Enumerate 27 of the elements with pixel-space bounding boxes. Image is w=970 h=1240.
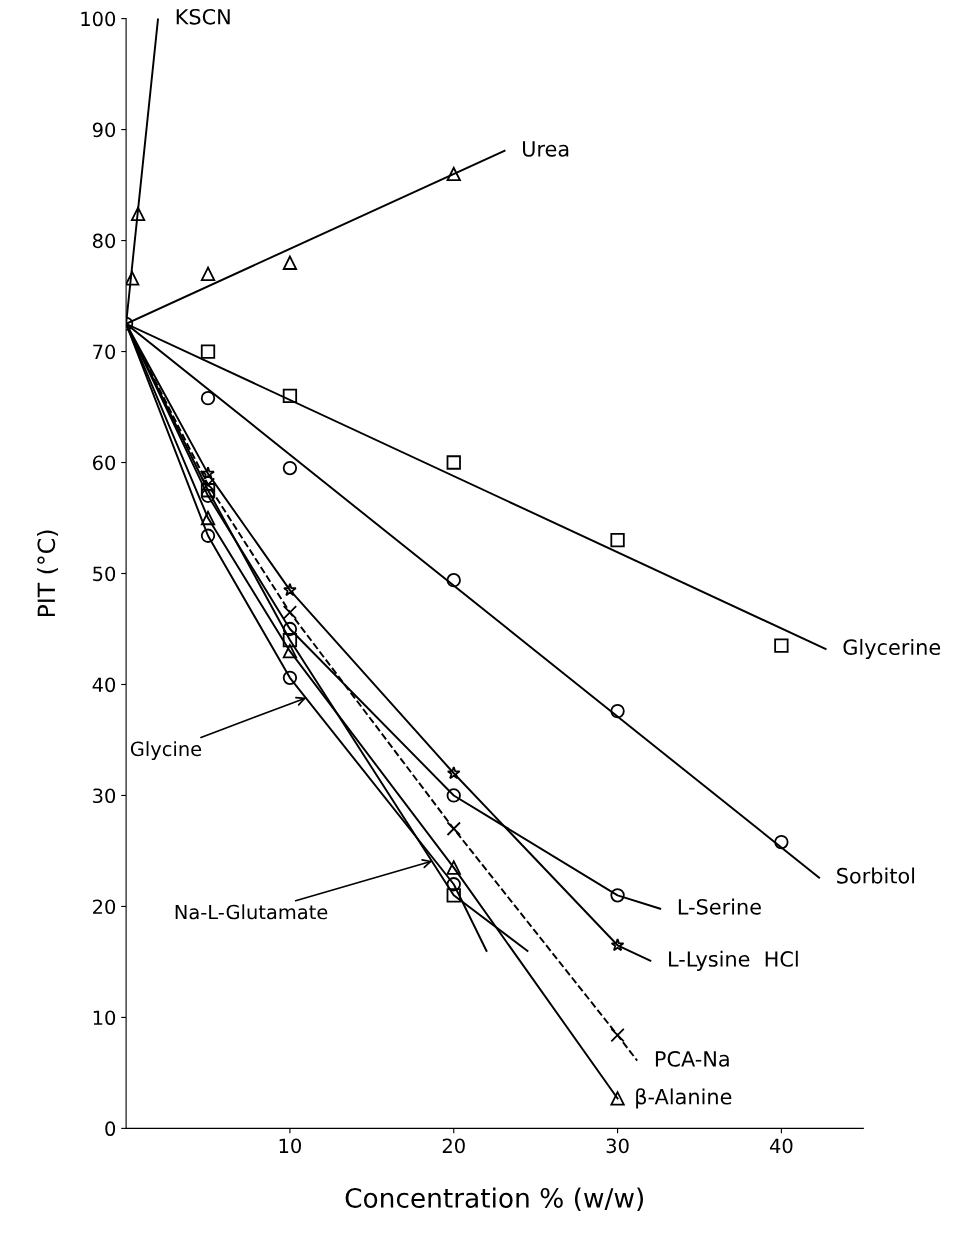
y-axis-title: PIT (°C) <box>36 530 59 617</box>
y-tick-label: 30 <box>93 788 116 804</box>
y-tick-label: 70 <box>93 344 116 360</box>
y-tick-label: 90 <box>92 122 116 138</box>
y-tick-label: 80 <box>92 233 116 249</box>
y-tick-label: 10 <box>93 1010 116 1026</box>
series-label: Glycerine <box>843 638 941 660</box>
annotation: Na-L-Glutamate <box>175 904 328 920</box>
series-label: Sorbitol <box>837 867 915 884</box>
series-label: PCA-Na <box>655 1050 729 1067</box>
series-label: Urea <box>523 141 569 157</box>
x-tick-label: 20 <box>442 1138 465 1154</box>
y-tick-label: 100 <box>81 11 116 27</box>
series-label: L-Serine <box>678 898 761 915</box>
annotation: Glycine <box>130 741 202 760</box>
series-label: β-Alanine <box>636 1088 732 1109</box>
y-tick-label: 40 <box>92 677 116 693</box>
y-tick-label: 0 <box>105 1121 116 1137</box>
x-tick-label: 10 <box>279 1138 301 1154</box>
x-tick-label: 30 <box>606 1138 629 1154</box>
x-axis-title: Concentration % (w/w) <box>345 1187 644 1212</box>
y-tick-label: 60 <box>92 455 116 471</box>
y-tick-label: 20 <box>93 899 116 915</box>
y-tick-label: 50 <box>93 566 116 582</box>
x-tick-label: 40 <box>769 1138 793 1154</box>
series-label: KSCN <box>176 8 230 25</box>
series-label: L-Lysine HCl <box>669 950 798 971</box>
